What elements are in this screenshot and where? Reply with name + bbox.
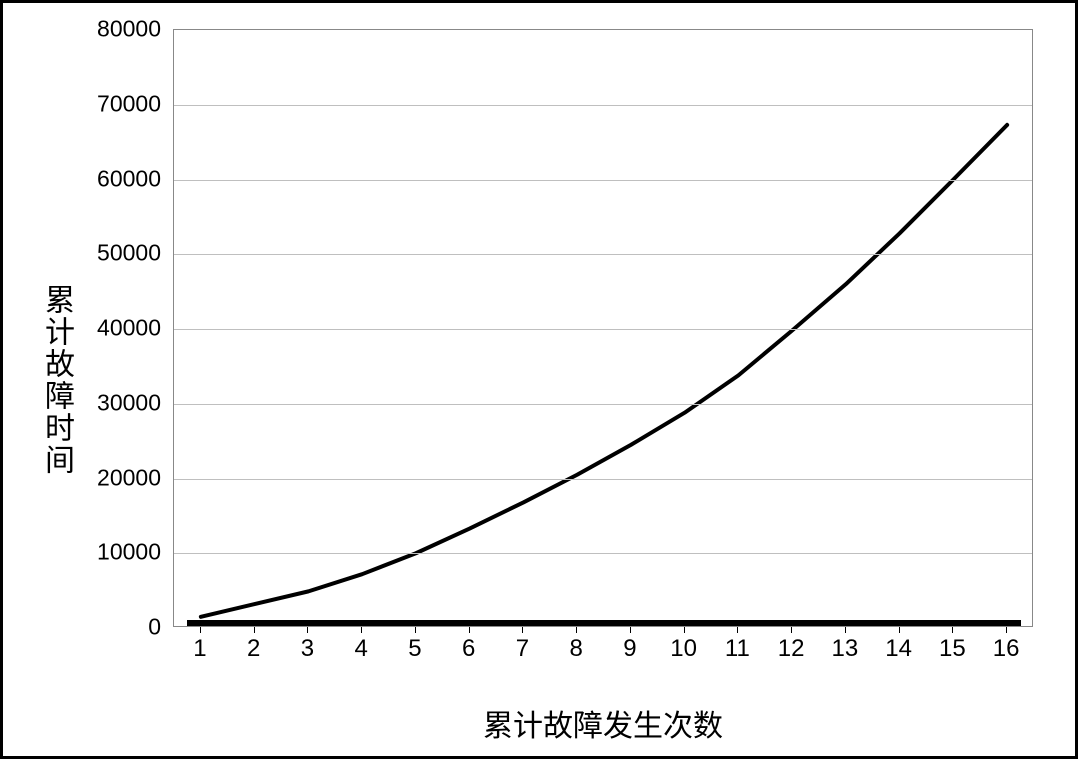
x-tick-mark	[576, 627, 577, 633]
x-tick-mark	[522, 627, 523, 633]
x-tick-mark	[469, 627, 470, 633]
x-tick-mark	[845, 627, 846, 633]
x-tick-label: 12	[778, 635, 805, 663]
x-tick-label: 7	[516, 635, 529, 663]
series-line	[201, 125, 1007, 617]
x-tick-label: 1	[193, 635, 206, 663]
x-tick-label: 13	[832, 635, 859, 663]
grid-line	[174, 180, 1032, 181]
x-tick-mark	[254, 627, 255, 633]
x-tick-label: 8	[569, 635, 582, 663]
x-tick-label: 14	[885, 635, 912, 663]
y-tick-label: 10000	[97, 539, 161, 566]
grid-line	[174, 553, 1032, 554]
x-tick-mark	[200, 627, 201, 633]
x-axis-label: 累计故障发生次数	[483, 701, 723, 745]
x-tick-mark	[415, 627, 416, 633]
x-axis-baseline	[187, 620, 1020, 626]
x-tick-mark	[899, 627, 900, 633]
chart-outer-frame: 累计故障时间 累计故障发生次数 0 10000 20000 30000 40000 500…	[0, 0, 1078, 759]
x-tick-mark	[1006, 627, 1007, 633]
x-tick-label: 2	[247, 635, 260, 663]
grid-line	[174, 329, 1032, 330]
x-tick-mark	[952, 627, 953, 633]
x-tick-label: 9	[623, 635, 636, 663]
y-tick-label: 50000	[97, 240, 161, 267]
x-tick-mark	[307, 627, 308, 633]
grid-line	[174, 105, 1032, 106]
y-tick-label: 20000	[97, 464, 161, 491]
x-tick-label: 16	[993, 635, 1020, 663]
grid-line	[174, 254, 1032, 255]
x-tick-mark	[630, 627, 631, 633]
x-tick-label: 5	[408, 635, 421, 663]
x-tick-mark	[737, 627, 738, 633]
x-tick-mark	[684, 627, 685, 633]
plot-area	[173, 29, 1033, 627]
grid-line	[174, 404, 1032, 405]
y-tick-label: 40000	[97, 315, 161, 342]
y-tick-label: 60000	[97, 165, 161, 192]
x-tick-label: 15	[939, 635, 966, 663]
x-tick-label: 11	[725, 635, 750, 663]
y-tick-label: 80000	[97, 16, 161, 43]
x-tick-label: 3	[301, 635, 314, 663]
x-tick-mark	[791, 627, 792, 633]
y-tick-label: 0	[148, 614, 161, 641]
x-tick-label: 10	[670, 635, 697, 663]
y-tick-label: 30000	[97, 389, 161, 416]
y-tick-label: 70000	[97, 90, 161, 117]
y-axis-label: 累计故障时间	[34, 284, 78, 476]
x-tick-mark	[361, 627, 362, 633]
x-tick-label: 6	[462, 635, 475, 663]
x-tick-label: 4	[354, 635, 367, 663]
grid-line	[174, 479, 1032, 480]
